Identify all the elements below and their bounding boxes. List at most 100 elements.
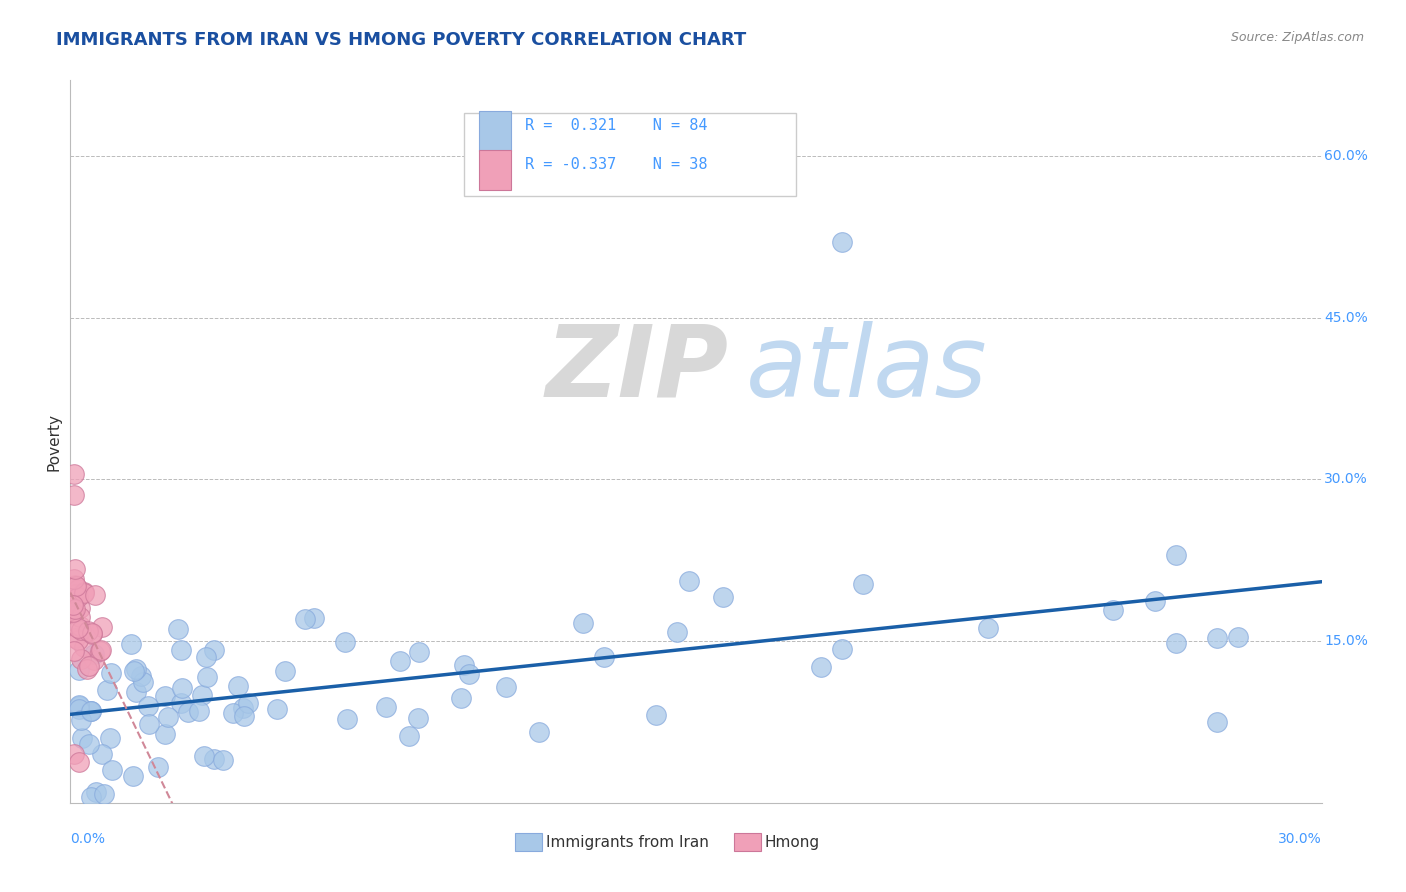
Point <box>73 586 96 600</box>
FancyBboxPatch shape <box>464 112 796 196</box>
Point <box>125 662 148 676</box>
Text: ZIP: ZIP <box>546 321 728 417</box>
Text: Source: ZipAtlas.com: Source: ZipAtlas.com <box>1230 31 1364 45</box>
Point <box>98 731 121 745</box>
Point <box>1206 631 1229 645</box>
Point <box>93 787 115 801</box>
Point <box>83 647 105 661</box>
Point <box>67 755 90 769</box>
Point <box>84 588 107 602</box>
Point <box>69 714 91 728</box>
Point <box>153 727 176 741</box>
Point <box>274 664 297 678</box>
Point <box>678 574 700 589</box>
Point <box>67 699 90 714</box>
Point <box>67 702 90 716</box>
Point <box>80 704 103 718</box>
Point <box>1164 548 1187 562</box>
Point <box>375 699 398 714</box>
Point <box>333 635 356 649</box>
Point <box>232 701 254 715</box>
Point <box>67 582 90 597</box>
Text: IMMIGRANTS FROM IRAN VS HMONG POVERTY CORRELATION CHART: IMMIGRANTS FROM IRAN VS HMONG POVERTY CO… <box>56 31 747 49</box>
Point <box>129 669 152 683</box>
Point <box>79 737 101 751</box>
Point <box>571 615 593 630</box>
Point <box>157 709 180 723</box>
Point <box>193 749 215 764</box>
Bar <box>734 833 761 851</box>
Point <box>69 609 91 624</box>
Point <box>170 681 193 695</box>
Point <box>63 602 86 616</box>
Point <box>69 619 91 633</box>
Point <box>304 611 326 625</box>
Point <box>63 467 86 481</box>
Point <box>90 747 112 761</box>
Point <box>191 689 214 703</box>
Point <box>202 643 225 657</box>
Point <box>336 712 359 726</box>
Point <box>90 642 112 657</box>
Text: 0.0%: 0.0% <box>70 831 105 846</box>
Point <box>63 488 86 502</box>
Point <box>96 682 118 697</box>
Point <box>495 680 517 694</box>
Point <box>457 667 479 681</box>
Bar <box>515 833 543 851</box>
Text: Immigrants from Iran: Immigrants from Iran <box>546 835 709 850</box>
Point <box>170 697 193 711</box>
Point <box>238 696 260 710</box>
Text: R =  0.321    N = 84: R = 0.321 N = 84 <box>524 118 707 133</box>
Point <box>408 710 430 724</box>
Point <box>1143 594 1166 608</box>
Point <box>70 624 93 638</box>
Text: 15.0%: 15.0% <box>1324 634 1368 648</box>
Point <box>60 604 83 618</box>
Y-axis label: Poverty: Poverty <box>46 412 62 471</box>
Point <box>83 653 105 667</box>
Point <box>450 691 472 706</box>
Point <box>294 612 316 626</box>
Point <box>101 764 124 778</box>
Point <box>232 708 254 723</box>
Text: 30.0%: 30.0% <box>1324 472 1368 486</box>
Point <box>67 621 90 635</box>
Point <box>73 584 96 599</box>
Point <box>1206 714 1229 729</box>
Point <box>831 235 853 249</box>
Point <box>831 642 853 657</box>
Point <box>121 769 145 783</box>
Point <box>453 657 475 672</box>
Point <box>69 652 91 666</box>
Point <box>153 689 176 703</box>
Text: R = -0.337    N = 38: R = -0.337 N = 38 <box>524 157 707 172</box>
Point <box>266 702 288 716</box>
Point <box>124 665 146 679</box>
Point <box>1164 636 1187 650</box>
Point <box>67 698 90 712</box>
Point <box>188 704 211 718</box>
Point <box>62 598 84 612</box>
Point <box>63 747 86 762</box>
Point <box>77 624 100 638</box>
Point <box>73 640 96 655</box>
Point <box>146 760 169 774</box>
Point <box>70 731 93 746</box>
Point <box>79 705 101 719</box>
Point <box>389 654 412 668</box>
Point <box>131 674 153 689</box>
Point <box>222 706 245 721</box>
Point <box>100 665 122 680</box>
Point <box>80 704 103 718</box>
Point <box>80 790 103 805</box>
Text: 60.0%: 60.0% <box>1324 149 1368 162</box>
Point <box>65 631 87 645</box>
Point <box>170 643 193 657</box>
Point <box>1102 603 1125 617</box>
Point <box>177 706 200 720</box>
Point <box>76 662 98 676</box>
Point <box>166 623 188 637</box>
Text: Hmong: Hmong <box>765 835 820 850</box>
Point <box>408 645 430 659</box>
